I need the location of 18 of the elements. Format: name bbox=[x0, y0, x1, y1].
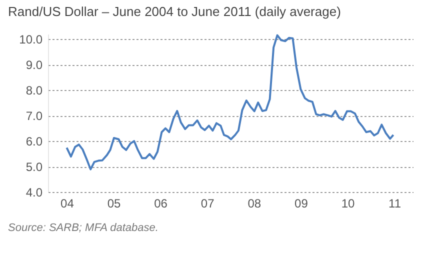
y-tick-label: 9.0 bbox=[26, 58, 43, 72]
y-tick-label: 10.0 bbox=[19, 32, 43, 47]
x-tick-label: 06 bbox=[154, 196, 168, 210]
y-tick-label: 7.0 bbox=[26, 109, 43, 124]
chart-title: Rand/US Dollar – June 2004 to June 2011 (daily average) bbox=[8, 4, 341, 20]
x-tick-label: 10 bbox=[341, 196, 355, 210]
x-tick-label: 08 bbox=[248, 196, 262, 210]
y-tick-label: 4.0 bbox=[26, 186, 43, 200]
source-note: Source: SARB; MFA database. bbox=[8, 222, 158, 234]
x-tick-label: 04 bbox=[60, 196, 74, 210]
x-tick-label: 11 bbox=[388, 196, 402, 210]
x-tick-label: 07 bbox=[200, 196, 215, 210]
line-series bbox=[66, 34, 394, 170]
y-tick-label: 8.0 bbox=[26, 84, 43, 98]
x-tick-label: 05 bbox=[107, 196, 122, 210]
x-tick-label: 09 bbox=[294, 196, 308, 210]
y-tick-label: 6.0 bbox=[26, 134, 43, 149]
y-tick-label: 5.0 bbox=[26, 160, 43, 174]
